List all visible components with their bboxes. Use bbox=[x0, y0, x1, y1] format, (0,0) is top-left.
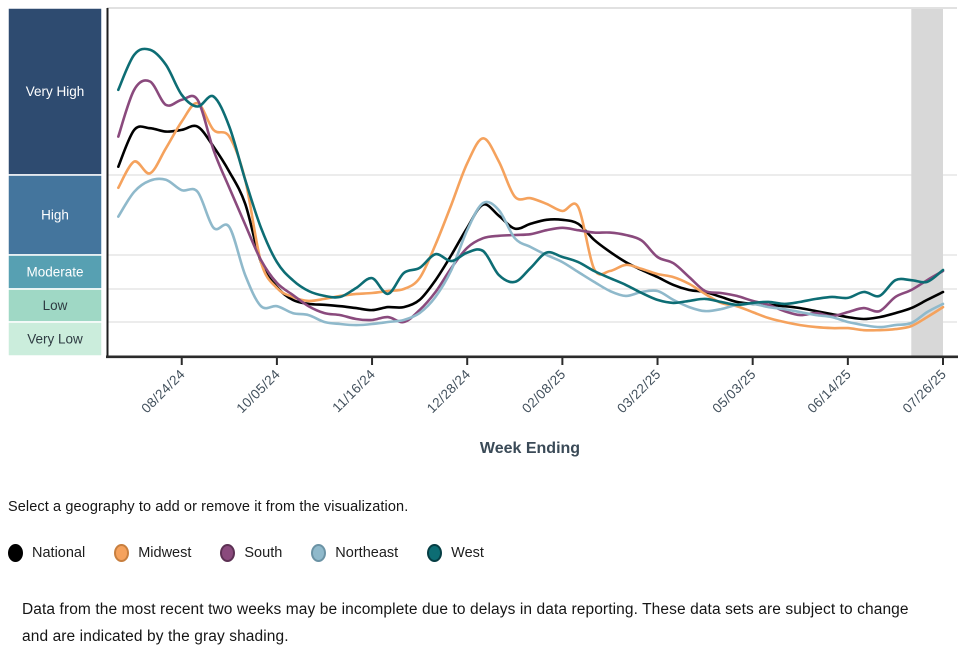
legend-label: West bbox=[451, 545, 484, 561]
geography-instruction: Select a geography to add or remove it f… bbox=[8, 499, 409, 515]
legend-item-west[interactable]: West bbox=[427, 544, 484, 562]
x-tick-label: 12/28/24 bbox=[424, 366, 474, 416]
series-line-south bbox=[117, 79, 945, 324]
legend-label: National bbox=[32, 545, 86, 561]
series-line-national bbox=[117, 124, 945, 321]
band-label-very-low: Very Low bbox=[27, 332, 83, 347]
legend-marker-south bbox=[220, 544, 236, 562]
legend-marker-national bbox=[8, 544, 23, 562]
x-axis-title: Week Ending bbox=[480, 440, 580, 457]
band-label-low: Low bbox=[43, 298, 68, 313]
x-tick-label: 06/14/25 bbox=[804, 367, 853, 416]
x-tick-label: 07/26/25 bbox=[900, 367, 949, 416]
series-lines bbox=[117, 47, 945, 332]
band-label-moderate: Moderate bbox=[26, 265, 83, 280]
legend-item-midwest[interactable]: Midwest bbox=[114, 544, 191, 562]
series-line-northeast bbox=[117, 177, 945, 329]
legend-item-northeast[interactable]: Northeast bbox=[311, 544, 398, 562]
activity-levels-chart: Very High High Moderate Low Very Low 08/24/2… bbox=[7, 7, 958, 457]
series-line-midwest bbox=[117, 101, 945, 332]
legend-label: South bbox=[244, 545, 283, 561]
band-label-very-high: Very High bbox=[26, 84, 85, 99]
x-tick-label: 10/05/24 bbox=[234, 366, 284, 416]
legend-marker-west bbox=[427, 544, 443, 562]
legend-item-national[interactable]: National bbox=[8, 544, 85, 562]
y-axis-category-bands: Very High High Moderate Low Very Low bbox=[7, 7, 103, 357]
recent-weeks-shading bbox=[911, 9, 943, 356]
legend-item-south[interactable]: South bbox=[220, 544, 282, 562]
legend: National Midwest South Northeast West bbox=[8, 544, 484, 562]
legend-label: Northeast bbox=[335, 545, 399, 561]
band-high bbox=[7, 174, 103, 256]
x-tick-label: 08/24/24 bbox=[138, 366, 188, 416]
legend-marker-midwest bbox=[114, 544, 130, 562]
band-label-high: High bbox=[41, 208, 69, 223]
gridlines bbox=[107, 7, 957, 323]
band-very-high bbox=[7, 7, 103, 176]
data-disclaimer: Data from the most recent two weeks may … bbox=[22, 601, 909, 646]
x-tick-label: 11/16/24 bbox=[329, 366, 378, 415]
legend-marker-northeast bbox=[311, 544, 327, 562]
band-low bbox=[7, 288, 103, 323]
legend-label: Midwest bbox=[138, 545, 192, 561]
x-tick-label: 05/03/25 bbox=[709, 367, 758, 416]
axes bbox=[106, 8, 958, 359]
x-tick-label: 02/08/25 bbox=[519, 367, 568, 416]
recent-data-gray-shading bbox=[911, 9, 943, 356]
band-very-low bbox=[7, 321, 103, 357]
x-tick-labels: 08/24/24 10/05/24 11/16/24 12/28/24 02/08/25… bbox=[138, 358, 949, 416]
series-line-west bbox=[117, 47, 945, 307]
x-tick-label: 03/22/25 bbox=[614, 367, 663, 416]
